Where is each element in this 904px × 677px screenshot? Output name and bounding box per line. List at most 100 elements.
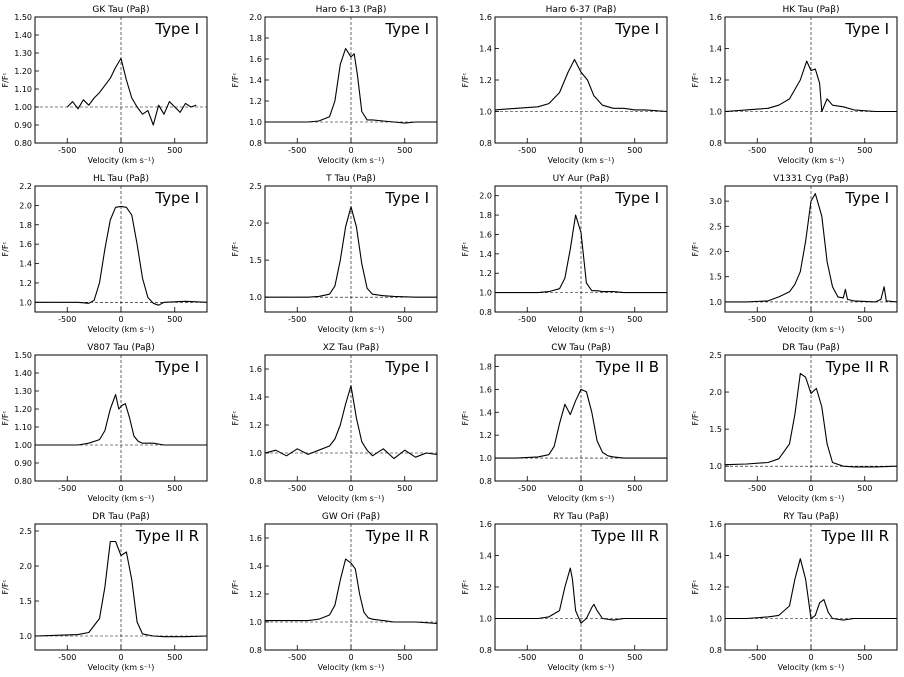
y-tick-label: 1.2 — [709, 76, 722, 85]
y-tick-label: 1.0 — [19, 298, 32, 307]
x-tick-label: -500 — [288, 146, 306, 155]
x-tick-label: 0 — [348, 653, 353, 662]
y-tick-label: 1.5 — [249, 256, 262, 265]
y-tick-label: 1.6 — [479, 385, 492, 394]
y-tick-label: 1.4 — [479, 250, 492, 259]
y-axis-label: F/Fᶜ — [691, 411, 700, 426]
y-tick-label: 1.6 — [709, 13, 722, 22]
type-label: Type I — [614, 189, 659, 207]
y-tick-label: 1.8 — [249, 34, 262, 43]
y-tick-label: 1.2 — [479, 269, 492, 278]
y-tick-label: 1.5 — [19, 597, 32, 606]
spectrum-panel: -500 0 500 0.8 1.0 1.2 1.4 1.6 XZ Tau (Paβ) Type … — [231, 343, 438, 503]
x-axis-label: Velocity (km s⁻¹) — [548, 494, 615, 503]
x-tick-label: -500 — [748, 484, 766, 493]
y-tick-label: 1.40 — [14, 31, 32, 40]
y-tick-label: 0.8 — [479, 139, 492, 148]
y-tick-label: 1.50 — [14, 13, 32, 22]
type-label: Type II R — [365, 527, 429, 545]
type-label: Type I — [844, 20, 889, 38]
y-tick-label: 1.6 — [249, 365, 262, 374]
y-axis-label: F/Fᶜ — [461, 411, 470, 426]
x-tick-label: 0 — [118, 653, 123, 662]
y-tick-label: 1.2 — [249, 421, 262, 430]
y-axis-label: F/Fᶜ — [231, 580, 240, 595]
y-tick-label: 1.30 — [14, 387, 32, 396]
y-axis-label: F/Fᶜ — [691, 242, 700, 257]
x-tick-label: 500 — [857, 653, 872, 662]
y-tick-label: 1.0 — [479, 108, 492, 117]
spectrum-line — [264, 385, 438, 460]
x-tick-label: -500 — [518, 653, 536, 662]
x-axis-label: Velocity (km s⁻¹) — [778, 663, 845, 672]
x-tick-label: 0 — [118, 484, 123, 493]
y-tick-label: 2.0 — [709, 248, 722, 257]
x-tick-label: 500 — [397, 653, 412, 662]
x-axis-label: Velocity (km s⁻¹) — [88, 663, 155, 672]
spectrum-panel: -500 0 500 1.0 1.5 2.0 2.5 3.0 V1331 Cyg (Paβ) Ty… — [691, 174, 898, 334]
type-label: Type II B — [595, 358, 659, 376]
y-tick-label: 0.8 — [249, 139, 262, 148]
y-tick-label: 2.0 — [249, 219, 262, 228]
spectrum-line — [495, 567, 667, 624]
y-tick-label: 1.6 — [479, 13, 492, 22]
spectrum-panel: -500 0 500 1.0 1.5 2.0 2.5 DR Tau (Paβ) Type II … — [1, 512, 208, 672]
x-tick-label: 500 — [627, 653, 642, 662]
panel-title: HK Tau (Paβ) — [783, 5, 840, 15]
x-tick-label: 500 — [857, 484, 872, 493]
y-tick-label: 2.0 — [249, 13, 262, 22]
x-tick-label: 0 — [578, 653, 583, 662]
x-tick-label: 0 — [808, 146, 813, 155]
y-tick-label: 1.00 — [14, 103, 32, 112]
y-tick-label: 2.0 — [709, 388, 722, 397]
panel-title: DR Tau (Paβ) — [92, 512, 149, 522]
type-label: Type III R — [590, 527, 659, 545]
x-axis-label: Velocity (km s⁻¹) — [88, 494, 155, 503]
y-tick-label: 1.2 — [479, 583, 492, 592]
panel-title: XZ Tau (Paβ) — [323, 343, 380, 353]
x-tick-label: 0 — [348, 315, 353, 324]
y-tick-label: 1.8 — [479, 211, 492, 220]
x-tick-label: 0 — [808, 484, 813, 493]
spectrum-line — [265, 558, 438, 624]
x-tick-label: 0 — [348, 146, 353, 155]
y-tick-label: 0.8 — [249, 477, 262, 486]
x-tick-label: 0 — [348, 484, 353, 493]
spectrum-line — [495, 388, 667, 459]
spectrum-panel: -500 0 500 0.8 1.0 1.2 1.4 1.6 RY Tau (Paβ) Type … — [461, 512, 668, 672]
y-axis-label: F/Fᶜ — [231, 411, 240, 426]
x-tick-label: 500 — [167, 484, 182, 493]
x-tick-label: -500 — [288, 653, 306, 662]
y-tick-label: 0.8 — [249, 646, 262, 655]
x-axis-label: Velocity (km s⁻¹) — [778, 156, 845, 165]
x-axis-label: Velocity (km s⁻¹) — [88, 156, 155, 165]
y-tick-label: 1.6 — [19, 240, 32, 249]
x-axis-label: Velocity (km s⁻¹) — [318, 663, 385, 672]
panel-title: Haro 6-37 (Paβ) — [546, 5, 617, 15]
y-tick-label: 1.20 — [14, 405, 32, 414]
y-tick-label: 1.2 — [19, 279, 32, 288]
spectrum-line — [495, 214, 667, 294]
y-tick-label: 1.4 — [249, 76, 262, 85]
y-tick-label: 1.4 — [479, 552, 492, 561]
spectrum-line — [35, 394, 207, 446]
y-tick-label: 0.80 — [14, 477, 32, 486]
y-tick-label: 1.6 — [479, 520, 492, 529]
type-label: Type II R — [135, 527, 199, 545]
panel-title: RY Tau (Paβ) — [783, 512, 838, 522]
y-axis-label: F/Fᶜ — [691, 580, 700, 595]
x-tick-label: -500 — [518, 146, 536, 155]
y-axis-label: F/Fᶜ — [1, 580, 10, 595]
y-tick-label: 2.5 — [249, 182, 262, 191]
x-tick-label: 0 — [578, 146, 583, 155]
type-label: Type I — [154, 189, 199, 207]
y-tick-label: 1.4 — [249, 393, 262, 402]
panel-title: RY Tau (Paβ) — [553, 512, 608, 522]
y-tick-label: 1.6 — [249, 55, 262, 64]
y-tick-label: 1.00 — [14, 441, 32, 450]
spectrum-panel: -500 0 500 0.8 1.0 1.2 1.4 1.6 Haro 6-37 (Paβ) Ty… — [461, 5, 668, 165]
y-tick-label: 1.20 — [14, 67, 32, 76]
spectrum-line — [494, 58, 668, 113]
x-tick-label: 0 — [118, 315, 123, 324]
x-tick-label: 0 — [808, 315, 813, 324]
